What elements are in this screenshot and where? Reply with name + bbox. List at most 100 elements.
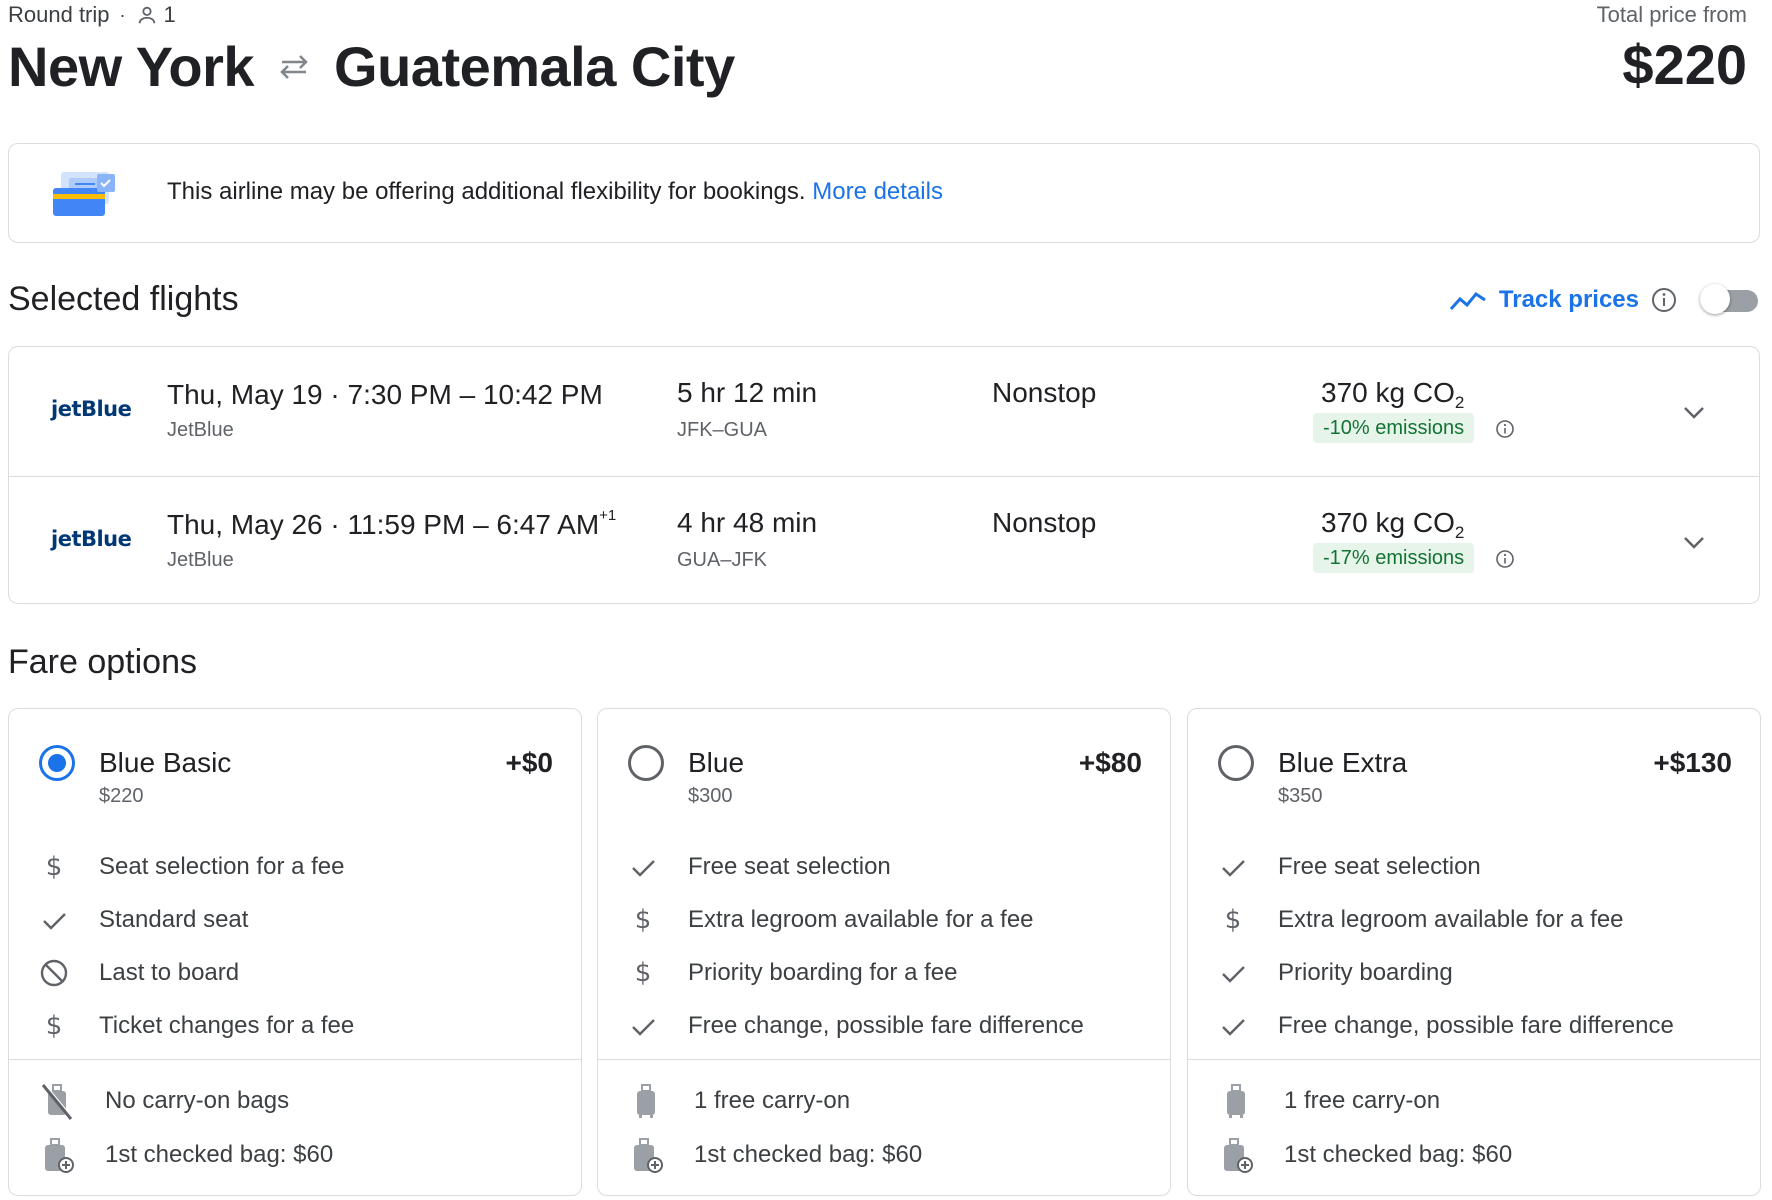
fare-feature-text: Priority boarding xyxy=(1278,959,1453,986)
airline-name: JetBlue xyxy=(167,549,234,571)
fare-name: Blue xyxy=(688,747,745,778)
fare-name: Blue Extra xyxy=(1278,747,1408,778)
jetblue-logo: jetBlue xyxy=(51,527,132,551)
track-prices-toggle[interactable] xyxy=(1700,284,1760,314)
fare-price: $350 xyxy=(1278,785,1323,807)
fare-feature: $ Ticket changes for a fee xyxy=(37,1008,355,1044)
departure-arrival-times: 11:59 PM – 6:47 AM xyxy=(347,509,600,540)
fare-feature: $ Priority boarding for a fee xyxy=(626,955,958,991)
day-offset: +1 xyxy=(599,507,617,524)
baggage-item: 1st checked bag: $60 xyxy=(39,1135,333,1175)
total-price-label: Total price from xyxy=(1596,2,1747,27)
fare-card-blue[interactable]: Blue $300 +$80 Free seat selection $ Extra le… xyxy=(597,708,1171,1196)
flexibility-banner: This airline may be offering additional … xyxy=(8,143,1760,243)
fare-feature: Priority boarding xyxy=(1216,955,1453,991)
flight-stops: Nonstop xyxy=(992,507,1097,538)
check-icon xyxy=(37,903,71,937)
fare-radio-button[interactable] xyxy=(39,745,75,781)
fare-feature-text: Free change, possible fare difference xyxy=(1278,1012,1674,1039)
fare-feature: Free seat selection xyxy=(1216,849,1481,885)
baggage-item: No carry-on bags xyxy=(39,1081,289,1121)
co2-amount: 370 kg CO2 xyxy=(1321,377,1464,413)
carry-on-icon xyxy=(1218,1081,1254,1121)
flight-airports: GUA–JFK xyxy=(677,549,768,571)
dollar-icon: $ xyxy=(45,852,63,882)
fare-feature-text: Extra legroom available for a fee xyxy=(688,906,1034,933)
fare-price: $300 xyxy=(688,785,733,807)
separator-dot: · xyxy=(330,509,340,540)
flight-date: Thu, May 26 xyxy=(167,509,323,540)
flight-row-outbound[interactable]: jetBlue Thu, May 19 · 7:30 PM – 10:42 PM… xyxy=(9,347,1759,475)
fare-card-blue-extra[interactable]: Blue Extra $350 +$130 Free seat selection $ E… xyxy=(1187,708,1761,1196)
fare-feature: Last to board xyxy=(37,955,239,991)
flight-duration: 5 hr 12 min xyxy=(677,377,818,408)
selected-flights-card: jetBlue Thu, May 19 · 7:30 PM – 10:42 PM… xyxy=(8,346,1760,604)
checked-bag-icon xyxy=(1218,1135,1254,1175)
person-icon xyxy=(138,6,155,24)
baggage-text: 1 free carry-on xyxy=(1284,1087,1441,1114)
co2-value: 370 kg CO xyxy=(1321,507,1455,538)
fare-divider xyxy=(1188,1059,1760,1060)
more-details-link[interactable]: More details xyxy=(812,178,943,205)
co2-value: 370 kg CO xyxy=(1321,377,1455,408)
fare-feature-text: Seat selection for a fee xyxy=(99,853,345,880)
fare-radio-button[interactable] xyxy=(1218,745,1254,781)
carry-on-icon xyxy=(628,1081,664,1121)
dollar-icon: $ xyxy=(634,905,652,935)
separator-dot: · xyxy=(119,4,126,25)
fare-card-blue-basic[interactable]: Blue Basic $220 +$0 $ Seat selection for a f… xyxy=(8,708,582,1196)
fare-feature: $ Extra legroom available for a fee xyxy=(626,902,1034,938)
co2-subscript: 2 xyxy=(1454,393,1465,412)
banner-message: This airline may be offering additional … xyxy=(167,178,943,206)
no-carry-on-icon xyxy=(39,1081,75,1121)
chevron-down-icon[interactable] xyxy=(1679,397,1709,427)
emissions-info-icon[interactable] xyxy=(1495,549,1515,569)
co2-subscript: 2 xyxy=(1454,523,1465,542)
fare-price-difference: +$130 xyxy=(1653,747,1732,778)
separator-dot: · xyxy=(330,379,340,410)
passenger-count[interactable]: 1 xyxy=(136,2,176,28)
check-icon xyxy=(1216,850,1250,884)
co2-amount: 370 kg CO2 xyxy=(1321,507,1464,543)
passenger-count-label: 1 xyxy=(163,2,176,27)
baggage-text: 1 free carry-on xyxy=(694,1087,851,1114)
swap-arrows-icon xyxy=(274,47,314,87)
baggage-item: 1st checked bag: $60 xyxy=(1218,1135,1512,1175)
info-icon[interactable] xyxy=(1651,287,1677,313)
departure-arrival-times: 7:30 PM – 10:42 PM xyxy=(347,379,603,410)
selected-flights-heading: Selected flights xyxy=(8,280,239,318)
fare-feature: $ Extra legroom available for a fee xyxy=(1216,902,1624,938)
fare-feature: Free change, possible fare difference xyxy=(626,1008,1084,1044)
emissions-info-icon[interactable] xyxy=(1495,419,1515,439)
route-title: New York Guatemala City xyxy=(8,34,735,99)
fare-options-heading: Fare options xyxy=(8,643,197,681)
emissions-badge: -10% emissions xyxy=(1313,413,1475,443)
baggage-text: No carry-on bags xyxy=(105,1087,290,1114)
flight-row-return[interactable]: jetBlue Thu, May 26 · 11:59 PM – 6:47 AM… xyxy=(9,476,1759,603)
check-icon xyxy=(1216,1009,1250,1043)
track-prices-label: Track prices xyxy=(1498,286,1639,313)
fare-feature-text: Ticket changes for a fee xyxy=(99,1012,355,1039)
fare-feature-text: Last to board xyxy=(99,959,240,986)
total-price: $220 xyxy=(1622,33,1747,96)
flight-times: Thu, May 19 · 7:30 PM – 10:42 PM xyxy=(167,377,603,411)
flight-duration: 4 hr 48 min xyxy=(677,507,818,538)
baggage-item: 1st checked bag: $60 xyxy=(628,1135,922,1175)
origin-city: New York xyxy=(8,35,255,98)
check-icon xyxy=(626,850,660,884)
fare-feature-text: Extra legroom available for a fee xyxy=(1278,906,1624,933)
destination-city: Guatemala City xyxy=(334,35,735,98)
flight-stops: Nonstop xyxy=(992,377,1097,408)
chevron-down-icon[interactable] xyxy=(1679,527,1709,557)
dollar-icon: $ xyxy=(634,958,652,988)
flight-times: Thu, May 26 · 11:59 PM – 6:47 AM+1 xyxy=(167,507,616,541)
ticket-flexibility-icon xyxy=(51,168,121,220)
fare-feature: Free seat selection xyxy=(626,849,891,885)
track-prices[interactable]: Track prices xyxy=(1449,286,1677,314)
fare-name: Blue Basic xyxy=(99,747,232,778)
fare-feature-text: Standard seat xyxy=(99,906,249,933)
trip-type[interactable]: Round trip xyxy=(8,2,110,27)
fare-radio-button[interactable] xyxy=(628,745,664,781)
block-icon xyxy=(37,956,71,990)
fare-feature: $ Seat selection for a fee xyxy=(37,849,345,885)
